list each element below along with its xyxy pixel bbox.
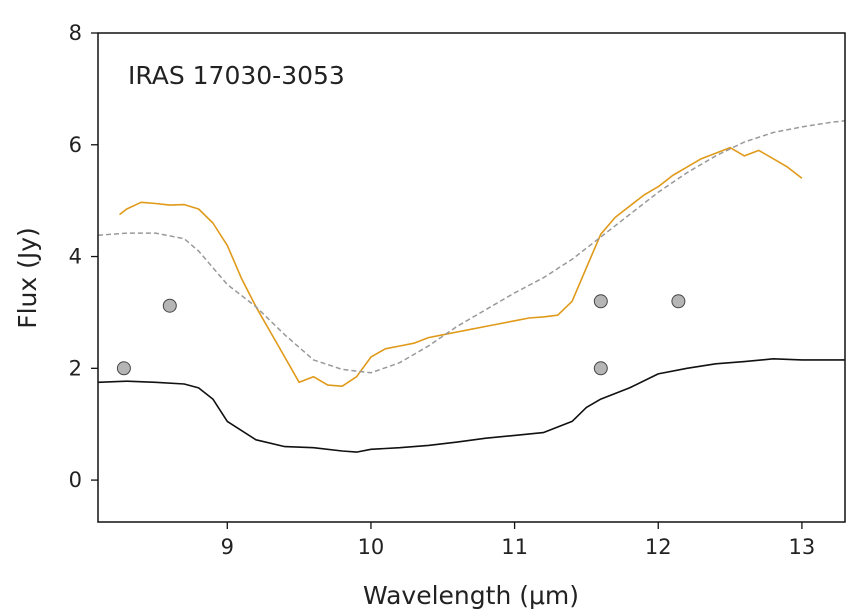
x-tick-label: 12 [645, 535, 672, 559]
plot-frame [97, 32, 846, 523]
y-axis-title: Flux (Jy) [13, 227, 42, 329]
photometry-point [162, 298, 177, 313]
y-tick-label: 8 [69, 21, 82, 45]
photometry-point [671, 294, 686, 309]
x-axis-ticks: 9 10 11 12 13 [221, 522, 816, 559]
series-line-model-solid [97, 358, 845, 453]
x-tick-label: 11 [501, 535, 528, 559]
x-tick-label: 13 [789, 535, 816, 559]
series-line-observed-spectrum [119, 146, 803, 387]
y-tick-label: 2 [69, 356, 82, 380]
x-tick-label: 9 [221, 535, 234, 559]
x-axis-title: Wavelength (μm) [363, 581, 579, 610]
photometry-points [116, 294, 686, 376]
y-axis-ticks: 0 2 4 6 8 [69, 21, 98, 492]
y-tick-label: 0 [69, 468, 82, 492]
y-tick-label: 4 [69, 245, 82, 269]
series-line-model-dashed [97, 119, 846, 374]
series-layer [97, 119, 846, 453]
photometry-point [593, 361, 608, 376]
y-tick-label: 6 [69, 133, 82, 157]
x-tick-label: 10 [358, 535, 385, 559]
object-annotation: IRAS 17030-3053 [128, 61, 345, 90]
photometry-point [593, 294, 608, 309]
photometry-point [116, 361, 131, 376]
